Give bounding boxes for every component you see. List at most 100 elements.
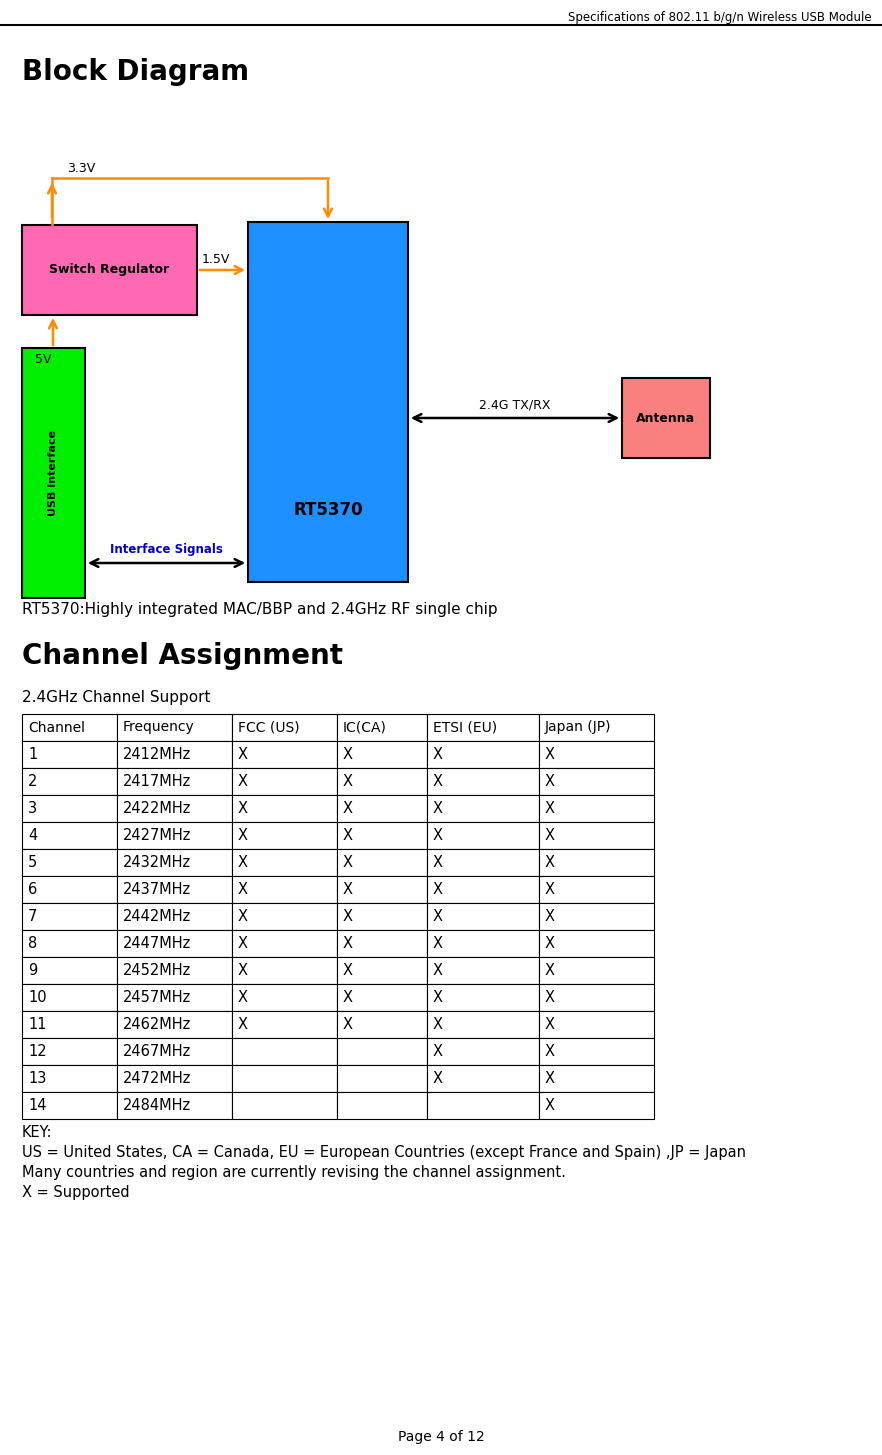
Text: X: X — [343, 774, 353, 789]
Bar — [622, 378, 710, 458]
Bar — [117, 957, 232, 984]
Bar — [539, 1037, 654, 1065]
Text: X: X — [433, 828, 443, 842]
Bar — [232, 822, 337, 850]
Bar — [117, 1065, 232, 1093]
Text: Interface Signals: Interface Signals — [110, 543, 223, 556]
Text: 13: 13 — [28, 1071, 47, 1085]
Bar — [337, 1011, 427, 1037]
Text: X: X — [343, 856, 353, 870]
Text: X = Supported: X = Supported — [22, 1184, 130, 1200]
Bar — [117, 984, 232, 1011]
Bar — [232, 904, 337, 930]
Text: X: X — [545, 963, 555, 978]
Text: X: X — [238, 856, 248, 870]
Text: 3: 3 — [28, 802, 37, 816]
Bar — [427, 930, 539, 957]
Bar — [232, 1037, 337, 1065]
Bar — [117, 1093, 232, 1119]
Bar — [117, 876, 232, 904]
Bar — [337, 822, 427, 850]
Bar — [337, 714, 427, 741]
Text: RT5370:Highly integrated MAC/BBP and 2.4GHz RF single chip: RT5370:Highly integrated MAC/BBP and 2.4… — [22, 602, 497, 617]
Bar — [232, 1011, 337, 1037]
Text: X: X — [433, 1045, 443, 1059]
Text: 14: 14 — [28, 1099, 47, 1113]
Bar — [427, 850, 539, 876]
Bar — [337, 904, 427, 930]
Text: 1.5V: 1.5V — [202, 253, 230, 266]
Text: Many countries and region are currently revising the channel assignment.: Many countries and region are currently … — [22, 1165, 566, 1180]
Bar — [232, 876, 337, 904]
Text: X: X — [545, 856, 555, 870]
Bar — [22, 904, 117, 930]
Text: X: X — [238, 802, 248, 816]
Text: Antenna: Antenna — [637, 412, 696, 425]
Text: 2437MHz: 2437MHz — [123, 882, 191, 896]
Text: ETSI (EU): ETSI (EU) — [433, 720, 497, 735]
Bar — [539, 1011, 654, 1037]
Text: IC(CA): IC(CA) — [343, 720, 387, 735]
Text: X: X — [433, 963, 443, 978]
Text: X: X — [238, 963, 248, 978]
Bar — [22, 822, 117, 850]
Bar — [22, 794, 117, 822]
Bar — [117, 1037, 232, 1065]
Text: X: X — [545, 1045, 555, 1059]
Text: Page 4 of 12: Page 4 of 12 — [398, 1430, 484, 1443]
Bar — [22, 714, 117, 741]
Text: Channel: Channel — [28, 720, 85, 735]
Bar — [427, 957, 539, 984]
Bar — [337, 1065, 427, 1093]
Bar — [539, 822, 654, 850]
Bar — [337, 1037, 427, 1065]
Bar — [427, 714, 539, 741]
Text: 1: 1 — [28, 746, 37, 762]
Text: X: X — [433, 774, 443, 789]
Text: 6: 6 — [28, 882, 37, 896]
Text: X: X — [238, 1017, 248, 1032]
Bar — [22, 348, 85, 598]
Bar — [337, 930, 427, 957]
Text: 2452MHz: 2452MHz — [123, 963, 191, 978]
Text: 2462MHz: 2462MHz — [123, 1017, 191, 1032]
Text: RT5370: RT5370 — [293, 501, 363, 519]
Bar — [232, 930, 337, 957]
Bar — [22, 741, 117, 768]
Text: X: X — [545, 1017, 555, 1032]
Bar — [539, 957, 654, 984]
Text: Channel Assignment: Channel Assignment — [22, 642, 343, 669]
Text: 11: 11 — [28, 1017, 47, 1032]
Bar — [117, 1011, 232, 1037]
Text: 2.4G TX/RX: 2.4G TX/RX — [479, 399, 550, 410]
Text: Switch Regulator: Switch Regulator — [49, 263, 169, 276]
Text: 2422MHz: 2422MHz — [123, 802, 191, 816]
Bar — [22, 850, 117, 876]
Text: X: X — [545, 1099, 555, 1113]
Text: X: X — [343, 989, 353, 1005]
Text: X: X — [545, 746, 555, 762]
Bar — [22, 1011, 117, 1037]
Text: X: X — [238, 936, 248, 952]
Text: X: X — [433, 746, 443, 762]
Text: 2484MHz: 2484MHz — [123, 1099, 191, 1113]
Bar — [337, 957, 427, 984]
Bar — [337, 984, 427, 1011]
Bar — [427, 1037, 539, 1065]
Bar — [22, 1037, 117, 1065]
Bar — [337, 768, 427, 794]
Bar — [337, 1093, 427, 1119]
Bar — [232, 957, 337, 984]
Text: X: X — [343, 909, 353, 924]
Text: 2432MHz: 2432MHz — [123, 856, 191, 870]
Text: X: X — [433, 936, 443, 952]
Bar — [117, 904, 232, 930]
Bar — [232, 768, 337, 794]
Bar — [539, 930, 654, 957]
Bar — [539, 1093, 654, 1119]
Text: FCC (US): FCC (US) — [238, 720, 300, 735]
Bar — [539, 1065, 654, 1093]
Text: 9: 9 — [28, 963, 37, 978]
Bar — [337, 876, 427, 904]
Bar — [427, 1065, 539, 1093]
